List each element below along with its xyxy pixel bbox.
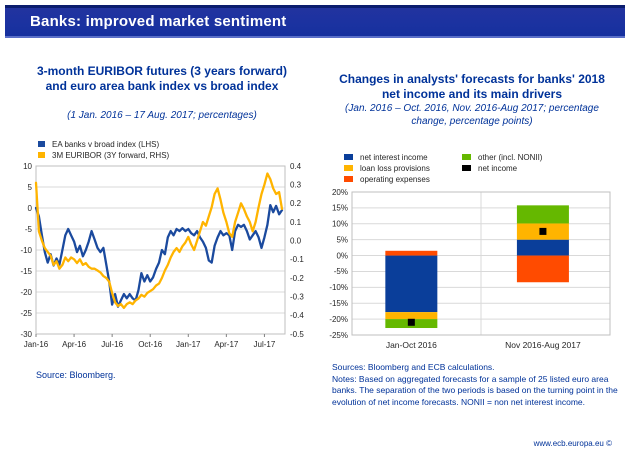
left-chart-legend: EA banks v broad index (LHS) 3M EURIBOR (… bbox=[38, 139, 169, 161]
legend-swatch-icon bbox=[344, 154, 353, 160]
forecast-drivers-chart: 20% 15% 10% 5% 0% -5% -10% -15% -20% -25% Jan-Oct … bbox=[329, 188, 611, 350]
net-income-marker bbox=[407, 318, 415, 326]
left-axis-tick-label: 10 bbox=[23, 162, 32, 171]
bar-segment bbox=[516, 205, 569, 224]
right-axis-tick-label: 0.3 bbox=[290, 180, 302, 189]
y-axis-tick-label: -10% bbox=[329, 283, 348, 292]
legend-label: operating expenses bbox=[360, 174, 430, 184]
left-chart-title: 3-month EURIBOR futures (3 years forward… bbox=[36, 64, 288, 93]
series-line bbox=[34, 203, 284, 308]
sources-line: Sources: Bloomberg and ECB calculations. bbox=[332, 362, 495, 372]
notes-line: Notes: Based on aggregated forecasts for… bbox=[332, 373, 618, 407]
left-axis-tick-label: -5 bbox=[25, 225, 33, 234]
right-axis-tick-label: 0.2 bbox=[290, 199, 302, 208]
x-axis-tick-label: Jul-17 bbox=[254, 340, 276, 349]
euribor-bank-index-chart: 10 5 0 -5 -10 -15 -20 -25 -30 0.4 0.3 0.2 0.1 0.0 -0.1… bbox=[20, 162, 304, 349]
legend-label: loan loss provisions bbox=[360, 163, 430, 173]
left-axis-tick-label: -20 bbox=[20, 288, 32, 297]
y-axis-tick-label: -15% bbox=[329, 299, 348, 308]
left-chart-source: Source: Bloomberg. bbox=[36, 370, 116, 380]
legend-item: operating expenses bbox=[344, 174, 430, 184]
legend-swatch-icon bbox=[344, 165, 353, 171]
slide-header: Banks: improved market sentiment bbox=[5, 5, 625, 38]
right-axis-tick-label: 0.0 bbox=[290, 236, 302, 245]
right-axis-tick-label: -0.5 bbox=[290, 330, 304, 339]
legend-label: other (incl. NONII) bbox=[478, 152, 543, 162]
bar-segment bbox=[385, 250, 438, 256]
legend-label: net income bbox=[478, 163, 518, 173]
y-axis-tick-label: -25% bbox=[329, 331, 348, 340]
right-axis-tick-label: -0.1 bbox=[290, 255, 304, 264]
right-chart-legend-column-2: other (incl. NONII) net income bbox=[462, 152, 542, 174]
left-axis-tick-label: -30 bbox=[20, 330, 32, 339]
bar-segment bbox=[385, 312, 438, 320]
y-axis-tick-label: 20% bbox=[332, 188, 348, 197]
legend-swatch-icon bbox=[344, 176, 353, 182]
right-axis-tick-label: -0.3 bbox=[290, 292, 304, 301]
right-axis-tick-label: 0.1 bbox=[290, 218, 302, 227]
category-label: Jan-Oct 2016 bbox=[386, 340, 437, 350]
left-axis-tick-label: 5 bbox=[28, 183, 33, 192]
legend-item: 3M EURIBOR (3Y forward, RHS) bbox=[38, 150, 169, 160]
legend-label: EA banks v broad index (LHS) bbox=[52, 139, 160, 149]
bar-segment bbox=[385, 255, 438, 313]
legend-swatch-icon bbox=[38, 141, 45, 147]
left-axis-tick-label: -25 bbox=[20, 309, 32, 318]
series-line bbox=[34, 172, 284, 310]
legend-item: EA banks v broad index (LHS) bbox=[38, 139, 169, 149]
left-axis-tick-label: -10 bbox=[20, 246, 32, 255]
net-income-marker bbox=[539, 227, 547, 235]
plot-border bbox=[351, 191, 611, 336]
legend-swatch-icon bbox=[38, 152, 45, 158]
right-chart-title: Changes in analysts' forecasts for banks… bbox=[339, 72, 605, 101]
legend-label: net interest income bbox=[360, 152, 428, 162]
x-axis-tick-label: Apr-16 bbox=[62, 340, 87, 349]
bar-segment bbox=[516, 239, 569, 256]
right-chart-subtitle: (Jan. 2016 – Oct. 2016, Nov. 2016-Aug 20… bbox=[345, 103, 599, 127]
right-axis-tick-label: 0.4 bbox=[290, 162, 302, 171]
bar-segment bbox=[516, 255, 569, 283]
x-axis-tick-label: Oct-16 bbox=[138, 340, 163, 349]
x-axis-tick-label: Jan-17 bbox=[176, 340, 201, 349]
x-axis-tick-label: Jul-16 bbox=[101, 340, 123, 349]
left-chart-subtitle: (1 Jan. 2016 – 17 Aug. 2017; percentages… bbox=[67, 110, 257, 121]
legend-item: net income bbox=[462, 163, 542, 173]
right-chart-legend-column-1: net interest income loan loss provisions o… bbox=[344, 152, 430, 185]
legend-item: loan loss provisions bbox=[344, 163, 430, 173]
legend-label: 3M EURIBOR (3Y forward, RHS) bbox=[52, 150, 170, 160]
y-axis-tick-label: 5% bbox=[336, 235, 348, 244]
category-label: Nov 2016-Aug 2017 bbox=[505, 340, 581, 350]
legend-item: other (incl. NONII) bbox=[462, 152, 542, 162]
right-axis-tick-label: -0.4 bbox=[290, 311, 304, 320]
y-axis-tick-label: -5% bbox=[334, 267, 348, 276]
right-axis-tick-label: -0.2 bbox=[290, 274, 304, 283]
right-chart-notes: Sources: Bloomberg and ECB calculations.… bbox=[332, 362, 622, 408]
y-axis-tick-label: 10% bbox=[332, 220, 348, 229]
legend-swatch-icon bbox=[462, 165, 471, 171]
legend-swatch-icon bbox=[462, 154, 471, 160]
y-axis-tick-label: 0% bbox=[336, 251, 348, 260]
y-axis-tick-label: 15% bbox=[332, 204, 348, 213]
plot-border bbox=[35, 165, 286, 335]
left-axis-tick-label: 0 bbox=[28, 204, 33, 213]
legend-item: net interest income bbox=[344, 152, 430, 162]
x-axis-tick-label: Jan-16 bbox=[24, 340, 49, 349]
slide-title: Banks: improved market sentiment bbox=[30, 13, 287, 30]
x-axis-tick-label: Apr-17 bbox=[214, 340, 239, 349]
y-axis-tick-label: -20% bbox=[329, 315, 348, 324]
website-text: www.ecb.europa.eu © bbox=[533, 439, 612, 448]
left-axis-tick-label: -15 bbox=[20, 267, 32, 276]
